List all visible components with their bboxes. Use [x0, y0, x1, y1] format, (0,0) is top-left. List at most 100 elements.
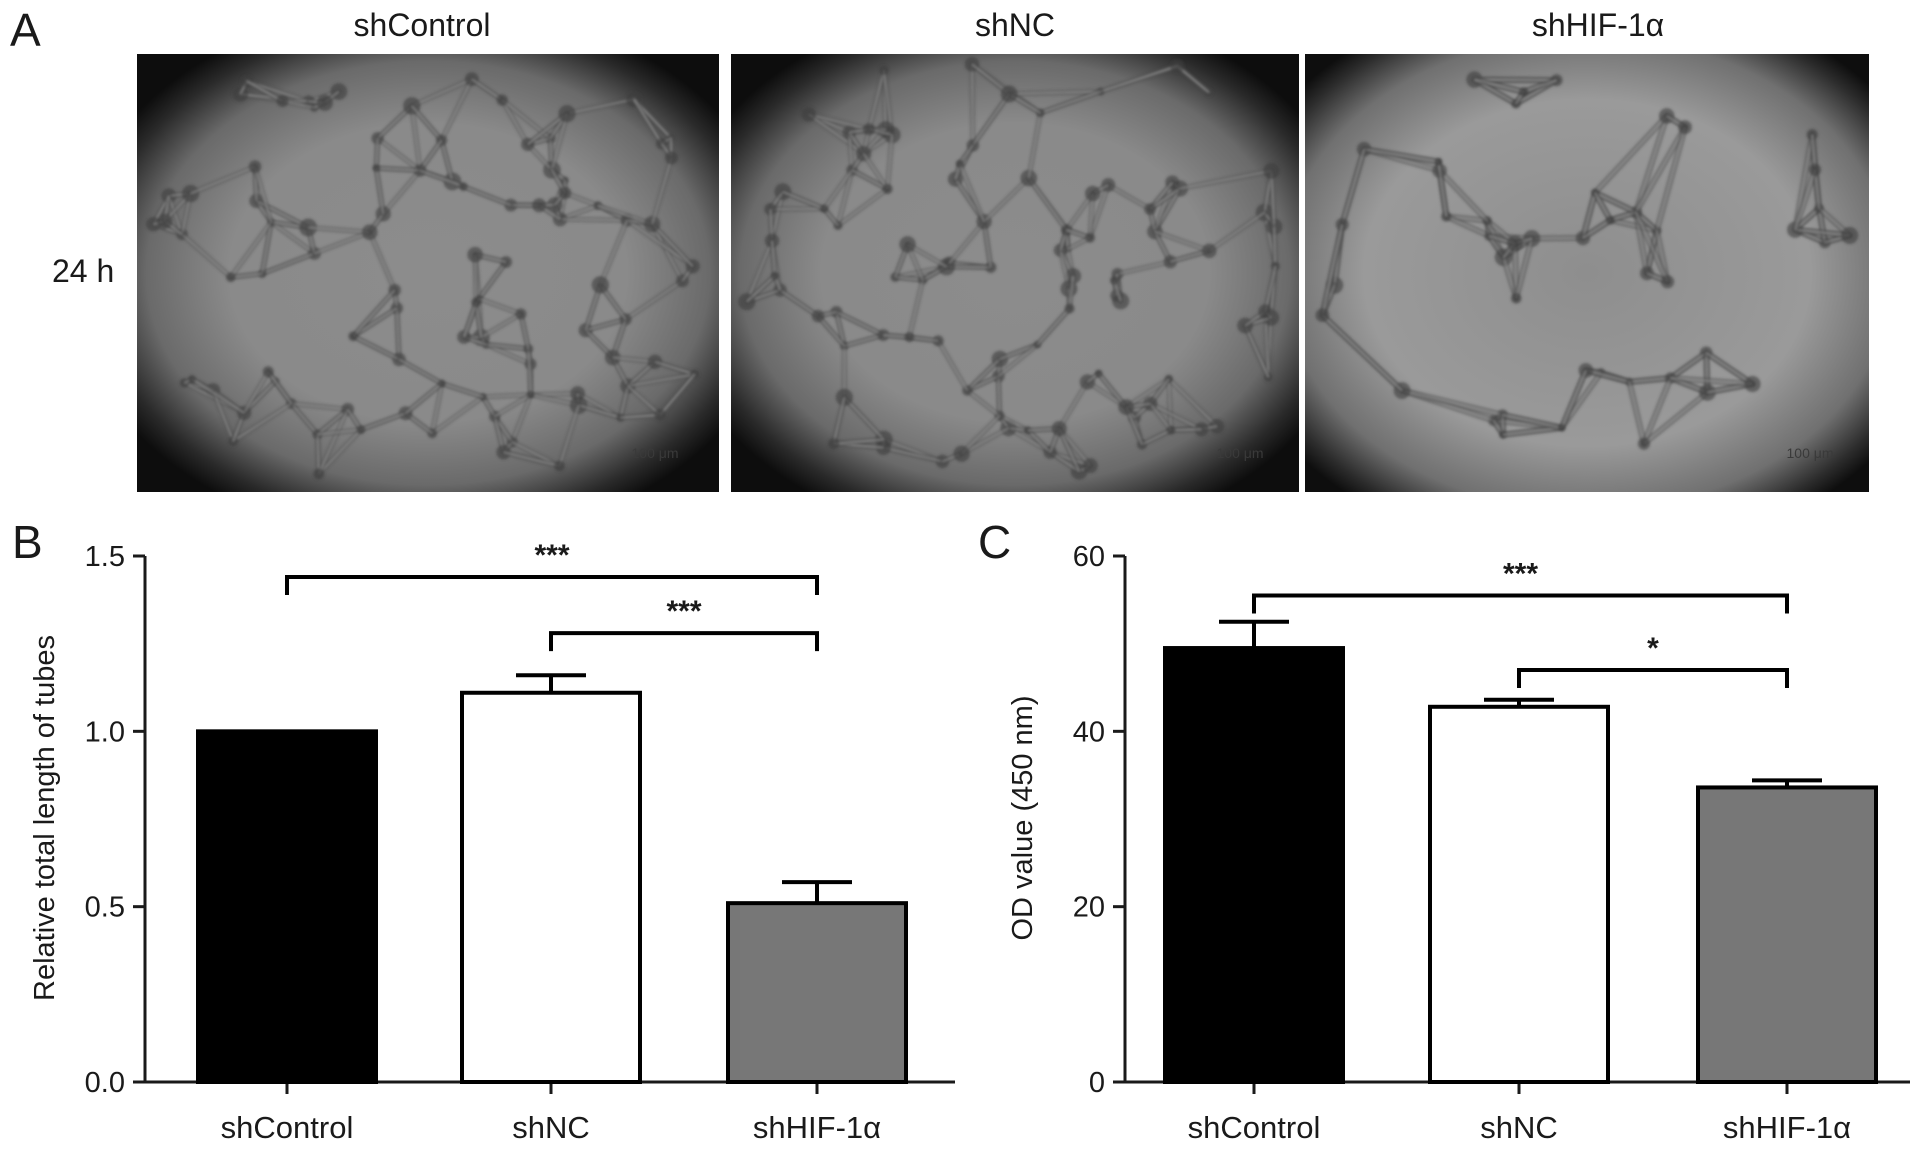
y-tick-label-c: 0 — [1089, 1067, 1105, 1099]
tube-highlight — [1150, 403, 1202, 431]
scale-bar-label: 100 μm — [1217, 445, 1264, 461]
scale-bar-label: 100 μm — [1787, 445, 1834, 461]
cell-cluster — [1518, 86, 1529, 97]
tube-network-shControl — [146, 72, 700, 480]
tube-highlight — [1818, 208, 1826, 243]
cell-cluster — [1109, 275, 1119, 285]
tube-highlight — [627, 373, 695, 387]
cell-cluster — [1605, 215, 1615, 225]
tube-highlight — [212, 389, 234, 442]
tube-highlight — [1168, 378, 1218, 427]
significance-bracket-c-0 — [1252, 593, 1789, 614]
tube-highlight — [746, 275, 776, 303]
tube-highlight — [291, 402, 348, 411]
axes-c: 0 20 40 60 shControl shNC shHIF-1α — [1073, 541, 1910, 1145]
cell-cluster — [1258, 304, 1273, 319]
tube-highlight — [360, 412, 406, 431]
tube-highlight — [627, 385, 661, 416]
cell-cluster — [1082, 458, 1098, 474]
x-category-label-b: shNC — [512, 1110, 590, 1145]
tube-highlight — [475, 302, 482, 338]
micrograph-label-shHIF-1a: shHIF-1α — [1532, 7, 1664, 43]
tube-highlight — [1027, 429, 1051, 453]
y-axis-title-c: OD value (450 nm) — [1007, 696, 1039, 941]
cell-cluster — [899, 236, 916, 253]
cell-cluster — [882, 183, 893, 195]
tube-highlight — [886, 134, 893, 190]
tube-highlight — [1168, 378, 1172, 431]
tube-highlight — [267, 371, 292, 405]
panel-b-chart: B Relative total length of tubes 0.0 0.5 1… — [12, 516, 955, 1145]
bars-c — [1163, 619, 1878, 1085]
bar-c-2 — [1696, 785, 1878, 1084]
tube-highlight — [1670, 352, 1707, 379]
cell-cluster — [955, 159, 964, 168]
tube-highlight — [1474, 78, 1557, 81]
tube-highlight — [868, 70, 885, 130]
cell-cluster — [1000, 85, 1018, 103]
tube-highlight — [369, 231, 396, 291]
tube-highlight — [308, 226, 370, 233]
micrograph-label-shNC: shNC — [975, 7, 1055, 43]
tube-highlight — [316, 434, 320, 475]
tube-highlight — [1585, 369, 1630, 383]
tube-highlight — [1154, 182, 1173, 232]
tube-highlight — [844, 334, 884, 347]
tube-highlight — [1100, 65, 1178, 93]
tube-highlight — [983, 177, 1030, 223]
cell-cluster — [1084, 185, 1101, 202]
tube-highlight — [1582, 192, 1596, 239]
cell-cluster — [225, 272, 236, 283]
significance-bracket-b-1 — [549, 631, 819, 652]
cell-cluster — [591, 276, 610, 294]
tube-highlight — [1321, 314, 1403, 392]
panel-letter-b: B — [12, 516, 43, 568]
tube-highlight — [1040, 90, 1101, 114]
tube-highlight — [463, 302, 477, 338]
x-category-label-c: shNC — [1480, 1110, 1558, 1145]
tube-highlight — [1341, 149, 1365, 225]
y-tick-label-c: 60 — [1073, 541, 1105, 573]
tube-highlight — [261, 252, 315, 275]
tube-highlight — [1208, 211, 1266, 252]
tube-highlight — [833, 438, 884, 445]
cell-cluster — [879, 65, 889, 76]
tube-highlight — [1610, 219, 1657, 232]
cell-cluster — [1557, 423, 1566, 432]
tube-highlight — [782, 191, 825, 210]
cell-cluster — [1201, 243, 1217, 259]
row-label: 24 h — [52, 253, 114, 289]
cell-cluster — [1166, 425, 1176, 435]
tube-highlight — [396, 308, 400, 360]
tube-highlight — [1502, 414, 1562, 429]
tube-highlight — [836, 311, 884, 336]
tube-highlight — [823, 169, 853, 210]
significance-label-c-0: *** — [1503, 557, 1538, 590]
significance-bracket-c-1 — [1517, 667, 1789, 688]
bars-b — [196, 673, 908, 1084]
cell-cluster — [1170, 59, 1185, 74]
cell-cluster — [1118, 399, 1135, 416]
tube-highlight — [1635, 115, 1668, 213]
cell-cluster — [664, 151, 679, 165]
tube-highlight — [959, 163, 985, 222]
tube-highlight — [405, 382, 443, 414]
tube-highlight — [1364, 148, 1439, 163]
tube-highlight — [578, 404, 621, 419]
cell-cluster — [1510, 292, 1522, 304]
significance-c: **** — [1252, 557, 1789, 688]
tube-highlight — [835, 311, 846, 347]
tube-highlight — [1149, 187, 1181, 210]
tube-network-shNC — [738, 56, 1283, 480]
tube-highlight — [419, 169, 464, 188]
tube-highlight — [482, 393, 531, 398]
cell-cluster — [1660, 275, 1675, 289]
tube-highlight — [352, 289, 396, 337]
tube-highlight — [1154, 230, 1210, 252]
tube-highlight — [654, 361, 695, 376]
tube-highlight — [261, 221, 272, 274]
bar-b-0 — [196, 729, 378, 1084]
tube-highlight — [1656, 127, 1686, 231]
tube-highlight — [1089, 184, 1110, 238]
tube-highlight — [463, 185, 512, 206]
